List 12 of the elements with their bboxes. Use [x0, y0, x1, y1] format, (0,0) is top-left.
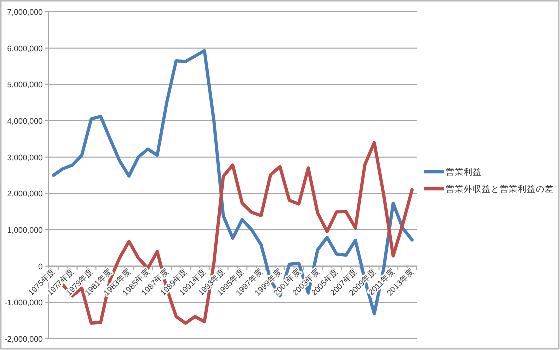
y-tick-label: 6,000,000	[7, 44, 44, 54]
legend-label: 営業外収益と営業利益の差	[446, 184, 554, 194]
legend-label: 営業利益	[446, 167, 482, 177]
y-tick-label: 1,000,000	[7, 226, 44, 235]
y-tick-label: 3,000,000	[7, 153, 44, 162]
y-tick-label: 4,000,000	[7, 117, 44, 126]
y-tick-label: 7,000,000	[7, 8, 44, 17]
y-tick-label: 2,000,000	[7, 190, 44, 199]
y-tick-label: -1,000,000	[4, 298, 44, 308]
y-tick-label: 5,000,000	[7, 80, 44, 90]
y-tick-label: -2,000,000	[4, 335, 44, 344]
y-tick-label: 0	[38, 262, 44, 272]
